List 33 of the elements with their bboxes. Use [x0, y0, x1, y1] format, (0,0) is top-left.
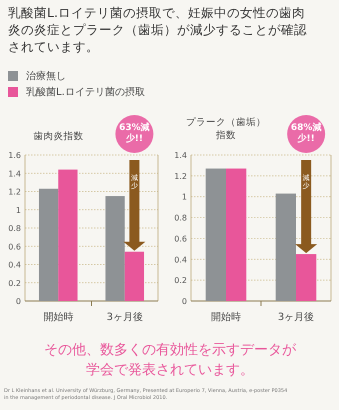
y-tick-label: 0.4 [174, 255, 187, 264]
y-tick-label: 0 [16, 297, 21, 306]
y-tick-label: 1.6 [8, 151, 21, 160]
y-tick-label: 0.8 [174, 214, 187, 223]
y-tick-label: 0.6 [174, 234, 187, 244]
y-tick-label: 0.2 [8, 278, 21, 288]
y-tick-label: 0 [182, 297, 187, 306]
y-tick-label: 0.4 [8, 260, 21, 270]
y-axis-title: 歯肉炎指数 [32, 130, 84, 143]
y-tick-label: 1.2 [174, 172, 187, 181]
x-tick-label: 開始時 [211, 311, 241, 323]
legend-label: 乳酸菌L.ロイテリ菌の摂取 [26, 86, 145, 99]
text: 63%減少!! [118, 123, 150, 145]
x-tick-label: 開始時 [43, 311, 74, 323]
bar [226, 168, 246, 301]
chart-title: 乳酸菌L.ロイテリ菌の摂取で、妊娠中の女性の歯肉炎の炎症とプラーク（歯垢）が減少することが確認されています。 [8, 4, 308, 55]
x-tick-label: 3ヶ月後 [278, 311, 314, 323]
y-tick-label: 0.6 [8, 242, 21, 252]
bar [206, 168, 226, 301]
y-tick-label: 1.4 [174, 151, 187, 160]
y-tick-label: 1 [16, 206, 21, 215]
legend-label: 治療無し [26, 70, 66, 83]
x-tick-label: 3ヶ月後 [106, 311, 143, 323]
y-tick-label: 0.2 [174, 276, 187, 286]
bar [58, 170, 78, 301]
y-axis-title: プラーク（歯垢）指数 [186, 116, 266, 142]
y-tick-label: 1.4 [8, 169, 21, 178]
y-tick-label: 1 [182, 192, 187, 202]
y-tick-label: 0.8 [8, 224, 21, 233]
y-tick-label: 1.2 [8, 188, 21, 196]
text: 68%減少!! [290, 123, 322, 145]
text: その他、数多くの有効性を示すデータが学会で発表されています。 [43, 341, 297, 380]
bar [38, 188, 58, 301]
